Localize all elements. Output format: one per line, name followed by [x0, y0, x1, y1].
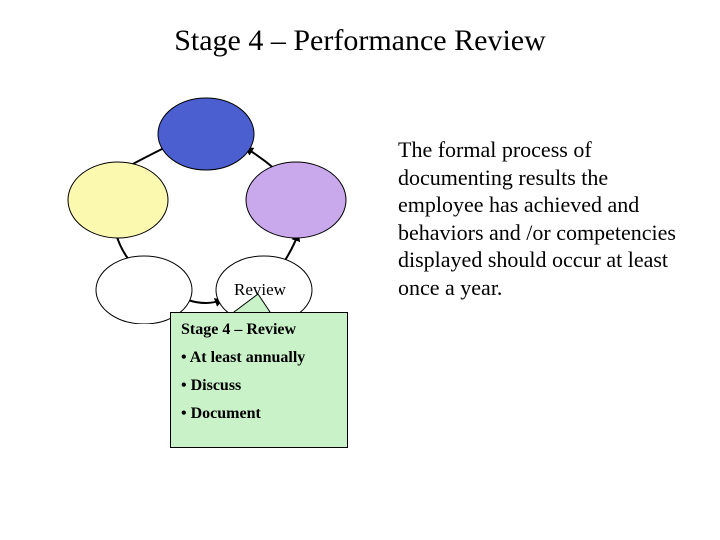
- callout-box: Stage 4 – Review • At least annually • Di…: [170, 312, 348, 448]
- callout-title: Stage 4 – Review: [181, 321, 337, 339]
- node-left: [68, 162, 168, 238]
- cycle-diagram: Review: [40, 84, 360, 324]
- slide: Stage 4 – Performance Review Review Stag…: [0, 0, 720, 540]
- callout-item-2: • Document: [181, 405, 337, 423]
- node-top: [158, 98, 254, 170]
- callout-item-1: • Discuss: [181, 377, 337, 395]
- arrow-bleft-to-bright: [188, 300, 222, 303]
- body-paragraph: The formal process of documenting result…: [398, 136, 676, 301]
- node-right: [246, 162, 346, 238]
- callout-item-0: • At least annually: [181, 349, 337, 367]
- slide-title: Stage 4 – Performance Review: [0, 24, 720, 58]
- node-label-bright: Review: [234, 280, 286, 300]
- diagram-svg: [40, 84, 360, 324]
